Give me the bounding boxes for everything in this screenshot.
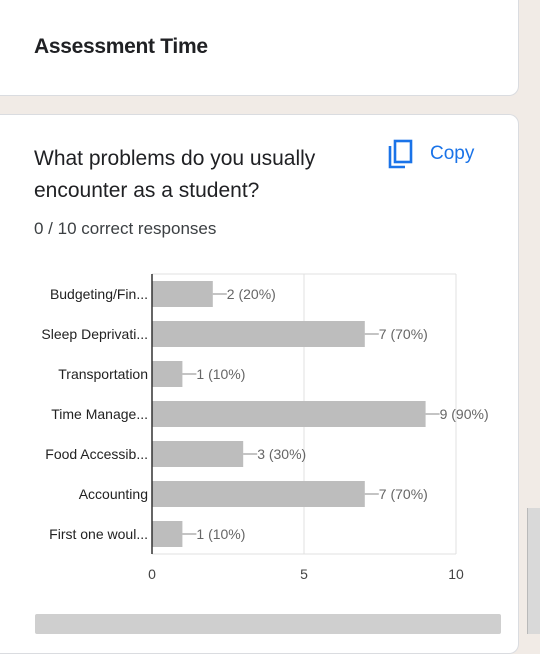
bar: [152, 361, 183, 387]
next-chart-placeholder: [35, 614, 501, 634]
category-label: First one woul...: [49, 526, 148, 542]
category-label: Time Manage...: [51, 406, 148, 422]
bar: [152, 481, 365, 507]
bar: [152, 401, 426, 427]
bar: [152, 281, 213, 307]
data-label: 3 (30%): [257, 446, 306, 462]
data-label: 7 (70%): [379, 326, 428, 342]
copy-button[interactable]: Copy: [388, 139, 474, 169]
bar: [152, 321, 365, 347]
bar: [152, 521, 183, 547]
section-title: Assessment Time: [34, 35, 208, 58]
data-label: 1 (10%): [196, 366, 245, 382]
bar-chart: 0 5 10 Budgeting/Fin... 2 (20%) Sleep Depriva…: [41, 273, 489, 582]
responses-count: 0 / 10 correct responses: [34, 219, 217, 238]
category-label: Food Accessib...: [45, 446, 148, 462]
question-card: What problems do you usually encounter a…: [0, 114, 519, 654]
x-tick-label: 10: [448, 566, 464, 582]
category-label: Budgeting/Fin...: [50, 286, 148, 302]
bar: [152, 441, 244, 467]
scrollbar[interactable]: [527, 508, 540, 634]
data-label: 7 (70%): [379, 486, 428, 502]
data-label: 2 (20%): [227, 286, 276, 302]
copy-icon: [388, 139, 413, 169]
x-tick-label: 5: [300, 566, 308, 582]
section-header-card: Assessment Time: [0, 0, 519, 96]
data-label: 1 (10%): [196, 526, 245, 542]
category-label: Sleep Deprivati...: [41, 326, 148, 342]
question-title: What problems do you usually encounter a…: [34, 147, 316, 202]
x-tick-label: 0: [148, 566, 156, 582]
copy-label: Copy: [430, 143, 475, 164]
category-label: Accounting: [79, 486, 148, 502]
category-label: Transportation: [58, 366, 148, 382]
data-label: 9 (90%): [440, 406, 489, 422]
